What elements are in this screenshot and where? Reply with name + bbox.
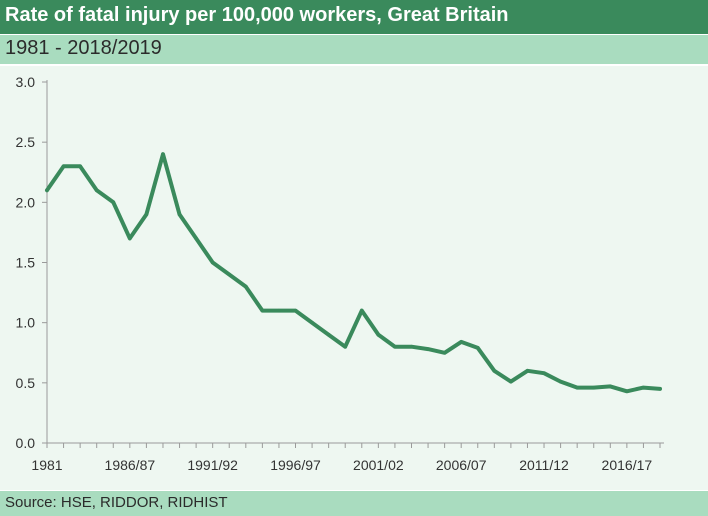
data-point <box>45 188 49 193</box>
data-point <box>459 340 463 344</box>
data-point <box>177 212 182 217</box>
data-point <box>78 164 82 169</box>
data-point <box>542 371 546 376</box>
data-point <box>492 369 497 373</box>
data-point <box>144 212 149 217</box>
x-tick-label: 1996/97 <box>270 457 321 473</box>
data-point <box>244 284 248 289</box>
data-point <box>575 385 579 390</box>
data-point <box>343 344 348 349</box>
x-tick-label: 1986/87 <box>105 457 156 473</box>
data-point <box>409 344 414 349</box>
x-tick-label: 1991/92 <box>187 457 238 473</box>
plot-area <box>0 66 708 490</box>
subtitle-bar <box>0 35 708 64</box>
chart-title: Rate of fatal injury per 100,000 workers… <box>5 4 509 26</box>
x-tick-label: 2011/12 <box>519 457 569 473</box>
x-tick-label: 2016/17 <box>602 457 653 473</box>
data-point <box>475 346 480 350</box>
line-chart: 0.0 0.5 1.0 1.5 2.0 2.5 3.0 1981 1986/87 1991/92 1… <box>16 74 664 473</box>
data-point <box>310 320 314 325</box>
data-point <box>210 260 215 265</box>
x-tick-label: 2001/02 <box>353 457 404 473</box>
data-point <box>128 236 132 241</box>
data-point <box>608 384 613 389</box>
x-tick-label: 1981 <box>31 457 62 473</box>
y-tick-label: 2.5 <box>16 134 36 150</box>
y-tick-label: 1.0 <box>16 315 36 331</box>
y-tick-label: 0.0 <box>16 435 36 451</box>
data-point <box>658 387 662 391</box>
data-point <box>591 385 596 390</box>
data-point <box>376 332 381 337</box>
series-line <box>45 152 662 394</box>
data-point <box>509 379 513 384</box>
footer-bar <box>0 491 708 516</box>
data-point <box>525 369 530 373</box>
data-point <box>260 308 265 313</box>
data-point <box>61 164 66 169</box>
data-point <box>161 152 165 156</box>
data-point <box>558 379 563 384</box>
data-point <box>94 188 99 193</box>
data-point <box>194 236 198 241</box>
data-point <box>326 332 331 337</box>
data-point <box>227 272 232 277</box>
data-point <box>111 200 116 205</box>
data-point <box>625 389 629 394</box>
data-point <box>426 347 430 351</box>
title-bar <box>0 0 708 34</box>
chart-subtitle: 1981 - 2018/2019 <box>5 37 162 59</box>
y-tick-label: 0.5 <box>16 375 36 391</box>
data-point <box>359 308 364 313</box>
y-tick-label: 3.0 <box>16 74 36 90</box>
data-point <box>277 308 281 313</box>
x-tick-label: 2006/07 <box>436 457 487 473</box>
y-tick-label: 2.0 <box>16 194 36 210</box>
data-point <box>393 344 397 349</box>
data-point <box>442 350 447 355</box>
source-note: Source: HSE, RIDDOR, RIDHIST <box>5 494 228 511</box>
y-tick-label: 1.5 <box>16 255 36 271</box>
data-point <box>293 308 298 313</box>
data-point <box>641 385 646 390</box>
